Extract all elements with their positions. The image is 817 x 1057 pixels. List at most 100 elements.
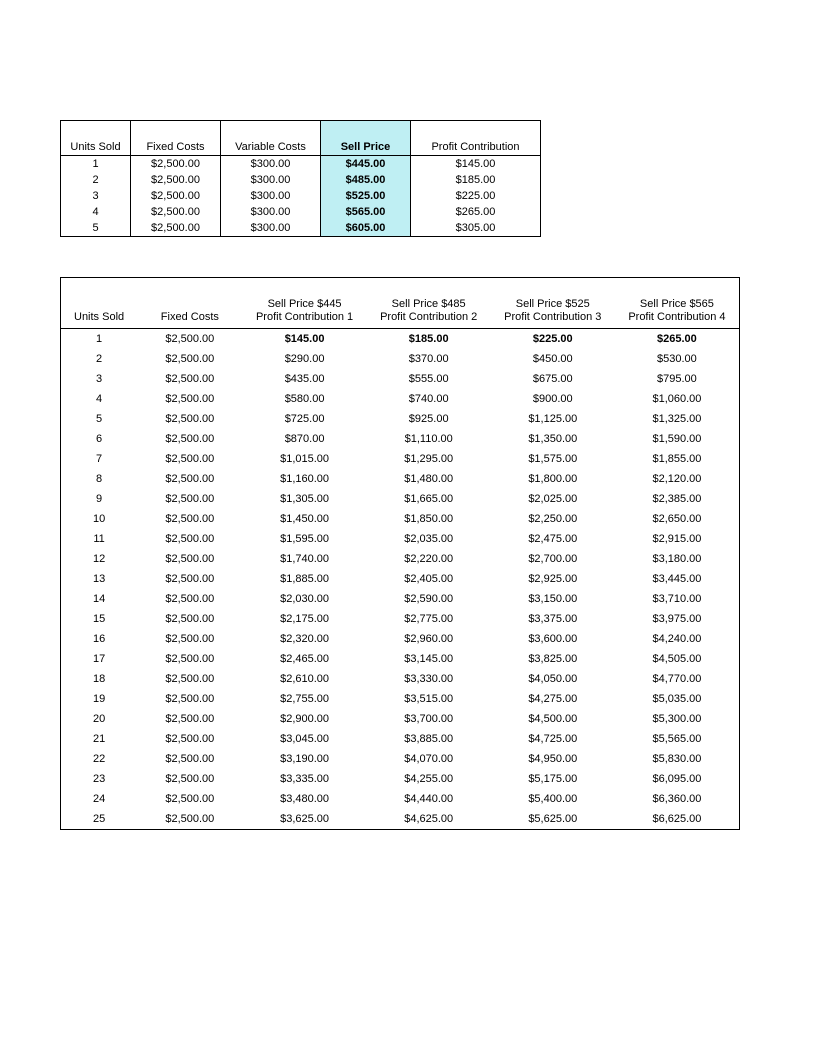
table-cell: $2,500.00	[131, 204, 221, 220]
table-cell: $2,500.00	[137, 589, 242, 609]
summary-header-row: Units Sold Fixed Costs Variable Costs Se…	[61, 121, 541, 156]
table-cell: 16	[61, 629, 138, 649]
table-cell: $925.00	[367, 409, 491, 429]
table-cell: $3,515.00	[367, 689, 491, 709]
table-cell: $185.00	[411, 172, 541, 188]
col-fixed-costs: Fixed Costs	[137, 278, 242, 329]
table-cell: $2,250.00	[491, 509, 615, 529]
table-cell: $1,325.00	[615, 409, 740, 429]
table-cell: $2,500.00	[137, 569, 242, 589]
table-cell: $2,500.00	[137, 789, 242, 809]
table-cell: $3,700.00	[367, 709, 491, 729]
table-row: 1$2,500.00$145.00$185.00$225.00$265.00	[61, 329, 740, 350]
table-cell: $1,855.00	[615, 449, 740, 469]
table-cell: $605.00	[321, 220, 411, 237]
table-cell: 17	[61, 649, 138, 669]
table-cell: $565.00	[321, 204, 411, 220]
table-cell: $300.00	[221, 188, 321, 204]
table-row: 5$2,500.00$725.00$925.00$1,125.00$1,325.…	[61, 409, 740, 429]
table-cell: $2,900.00	[243, 709, 367, 729]
table-cell: $1,595.00	[243, 529, 367, 549]
table-cell: $2,320.00	[243, 629, 367, 649]
table-cell: 8	[61, 469, 138, 489]
table-cell: $1,800.00	[491, 469, 615, 489]
table-row: 20$2,500.00$2,900.00$3,700.00$4,500.00$5…	[61, 709, 740, 729]
table-cell: $145.00	[243, 329, 367, 350]
table-cell: $1,110.00	[367, 429, 491, 449]
table-row: 25$2,500.00$3,625.00$4,625.00$5,625.00$6…	[61, 809, 740, 830]
table-cell: $3,625.00	[243, 809, 367, 830]
table-cell: $740.00	[367, 389, 491, 409]
table-cell: $3,480.00	[243, 789, 367, 809]
table-cell: $2,500.00	[131, 188, 221, 204]
table-cell: $3,375.00	[491, 609, 615, 629]
col-units-sold: Units Sold	[61, 278, 138, 329]
table-cell: $2,500.00	[131, 220, 221, 237]
table-cell: $2,220.00	[367, 549, 491, 569]
table-row: 8$2,500.00$1,160.00$1,480.00$1,800.00$2,…	[61, 469, 740, 489]
table-cell: $1,575.00	[491, 449, 615, 469]
table-cell: $1,885.00	[243, 569, 367, 589]
table-cell: $435.00	[243, 369, 367, 389]
table-row: 9$2,500.00$1,305.00$1,665.00$2,025.00$2,…	[61, 489, 740, 509]
table-cell: 24	[61, 789, 138, 809]
table-cell: 4	[61, 389, 138, 409]
col-fixed-costs: Fixed Costs	[131, 121, 221, 156]
table-cell: 15	[61, 609, 138, 629]
table-cell: $580.00	[243, 389, 367, 409]
table-cell: 12	[61, 549, 138, 569]
table-cell: $1,665.00	[367, 489, 491, 509]
table-cell: $870.00	[243, 429, 367, 449]
table-cell: $2,610.00	[243, 669, 367, 689]
table-cell: 23	[61, 769, 138, 789]
col-profit-2: Sell Price $485 Profit Contribution 2	[367, 278, 491, 329]
table-cell: 4	[61, 204, 131, 220]
table-cell: $1,160.00	[243, 469, 367, 489]
table-cell: $2,500.00	[137, 409, 242, 429]
table-cell: $2,500.00	[137, 329, 242, 350]
table-cell: $2,500.00	[137, 709, 242, 729]
table-cell: $3,045.00	[243, 729, 367, 749]
table-cell: $2,500.00	[137, 429, 242, 449]
table-cell: $5,400.00	[491, 789, 615, 809]
table-cell: $2,475.00	[491, 529, 615, 549]
table-cell: $4,050.00	[491, 669, 615, 689]
col-profit-4: Sell Price $565 Profit Contribution 4	[615, 278, 740, 329]
table-cell: $2,500.00	[137, 749, 242, 769]
table-cell: $1,350.00	[491, 429, 615, 449]
table-cell: 1	[61, 329, 138, 350]
table-cell: 13	[61, 569, 138, 589]
table-cell: $3,445.00	[615, 569, 740, 589]
table-cell: $450.00	[491, 349, 615, 369]
table-cell: $2,775.00	[367, 609, 491, 629]
table-cell: $2,500.00	[131, 156, 221, 173]
table-cell: $2,035.00	[367, 529, 491, 549]
table-cell: $4,770.00	[615, 669, 740, 689]
table-cell: $2,500.00	[137, 649, 242, 669]
summary-table: Units Sold Fixed Costs Variable Costs Se…	[60, 120, 541, 237]
table-row: 12$2,500.00$1,740.00$2,220.00$2,700.00$3…	[61, 549, 740, 569]
table-cell: $6,360.00	[615, 789, 740, 809]
table-cell: $3,710.00	[615, 589, 740, 609]
table-cell: $4,275.00	[491, 689, 615, 709]
table-row: 11$2,500.00$1,595.00$2,035.00$2,475.00$2…	[61, 529, 740, 549]
table-cell: $225.00	[411, 188, 541, 204]
table-cell: $4,625.00	[367, 809, 491, 830]
table-cell: 2	[61, 349, 138, 369]
table-cell: $2,175.00	[243, 609, 367, 629]
table-cell: 11	[61, 529, 138, 549]
table-cell: $485.00	[321, 172, 411, 188]
table-row: 3$2,500.00$435.00$555.00$675.00$795.00	[61, 369, 740, 389]
table-cell: $3,180.00	[615, 549, 740, 569]
table-cell: $300.00	[221, 220, 321, 237]
table-cell: $2,700.00	[491, 549, 615, 569]
table-cell: $265.00	[615, 329, 740, 350]
table-cell: $290.00	[243, 349, 367, 369]
table-cell: $1,305.00	[243, 489, 367, 509]
table-cell: $3,145.00	[367, 649, 491, 669]
table-cell: 20	[61, 709, 138, 729]
table-cell: $2,500.00	[137, 689, 242, 709]
table-row: 23$2,500.00$3,335.00$4,255.00$5,175.00$6…	[61, 769, 740, 789]
table-cell: $2,590.00	[367, 589, 491, 609]
table-cell: $2,120.00	[615, 469, 740, 489]
